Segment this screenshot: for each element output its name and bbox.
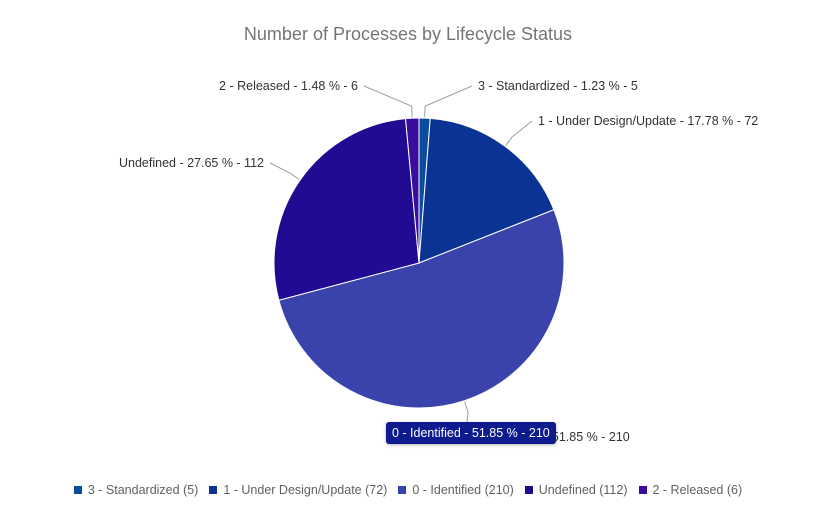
legend-label: 3 - Standardized (5) xyxy=(87,483,199,497)
label-connector-4 xyxy=(363,85,413,118)
legend-label: Undefined (112) xyxy=(538,483,628,497)
legend-label: 0 - Identified (210) xyxy=(412,483,514,497)
legend-item-3[interactable]: Undefined (112) xyxy=(524,483,628,497)
label-connector-0 xyxy=(424,85,473,118)
pie-slice-2[interactable] xyxy=(278,209,565,409)
legend: 3 - Standardized (5) 1 - Under Design/Upd… xyxy=(0,481,816,499)
slice-label-3: Undefined - 27.65 % - 112 xyxy=(119,156,264,170)
slice-label-0: 3 - Standardized - 1.23 % - 5 xyxy=(478,79,638,93)
slice-label-1: 1 - Under Design/Update - 17.78 % - 72 xyxy=(538,114,758,128)
pie-slice-1[interactable] xyxy=(418,117,555,264)
legend-label: 1 - Under Design/Update (72) xyxy=(223,483,388,497)
legend-swatch xyxy=(398,486,407,494)
label-connector-1 xyxy=(505,120,533,146)
legend-item-1[interactable]: 1 - Under Design/Update (72) xyxy=(209,483,387,497)
chart-title: Number of Processes by Lifecycle Status xyxy=(243,24,573,44)
label-connector-3 xyxy=(269,162,300,180)
legend-item-2[interactable]: 0 - Identified (210) xyxy=(398,483,514,497)
legend-label: 2 - Released (6) xyxy=(652,483,743,497)
legend-swatch xyxy=(638,486,647,494)
pie-chart: 3 - Standardized - 1.23 % - 5 1 - Under D… xyxy=(119,79,758,444)
slice-label-4: 2 - Released - 1.48 % - 6 xyxy=(219,79,358,93)
legend-swatch xyxy=(73,486,82,494)
legend-item-0[interactable]: 3 - Standardized (5) xyxy=(73,483,199,497)
pie-slice-3[interactable] xyxy=(273,118,420,301)
tooltip: 0 - Identified - 51.85 % - 210 xyxy=(386,422,556,444)
pie-slice-4[interactable] xyxy=(404,117,420,264)
legend-swatch xyxy=(209,486,218,494)
legend-swatch xyxy=(524,486,533,494)
legend-item-4[interactable]: 2 - Released (6) xyxy=(638,483,743,497)
